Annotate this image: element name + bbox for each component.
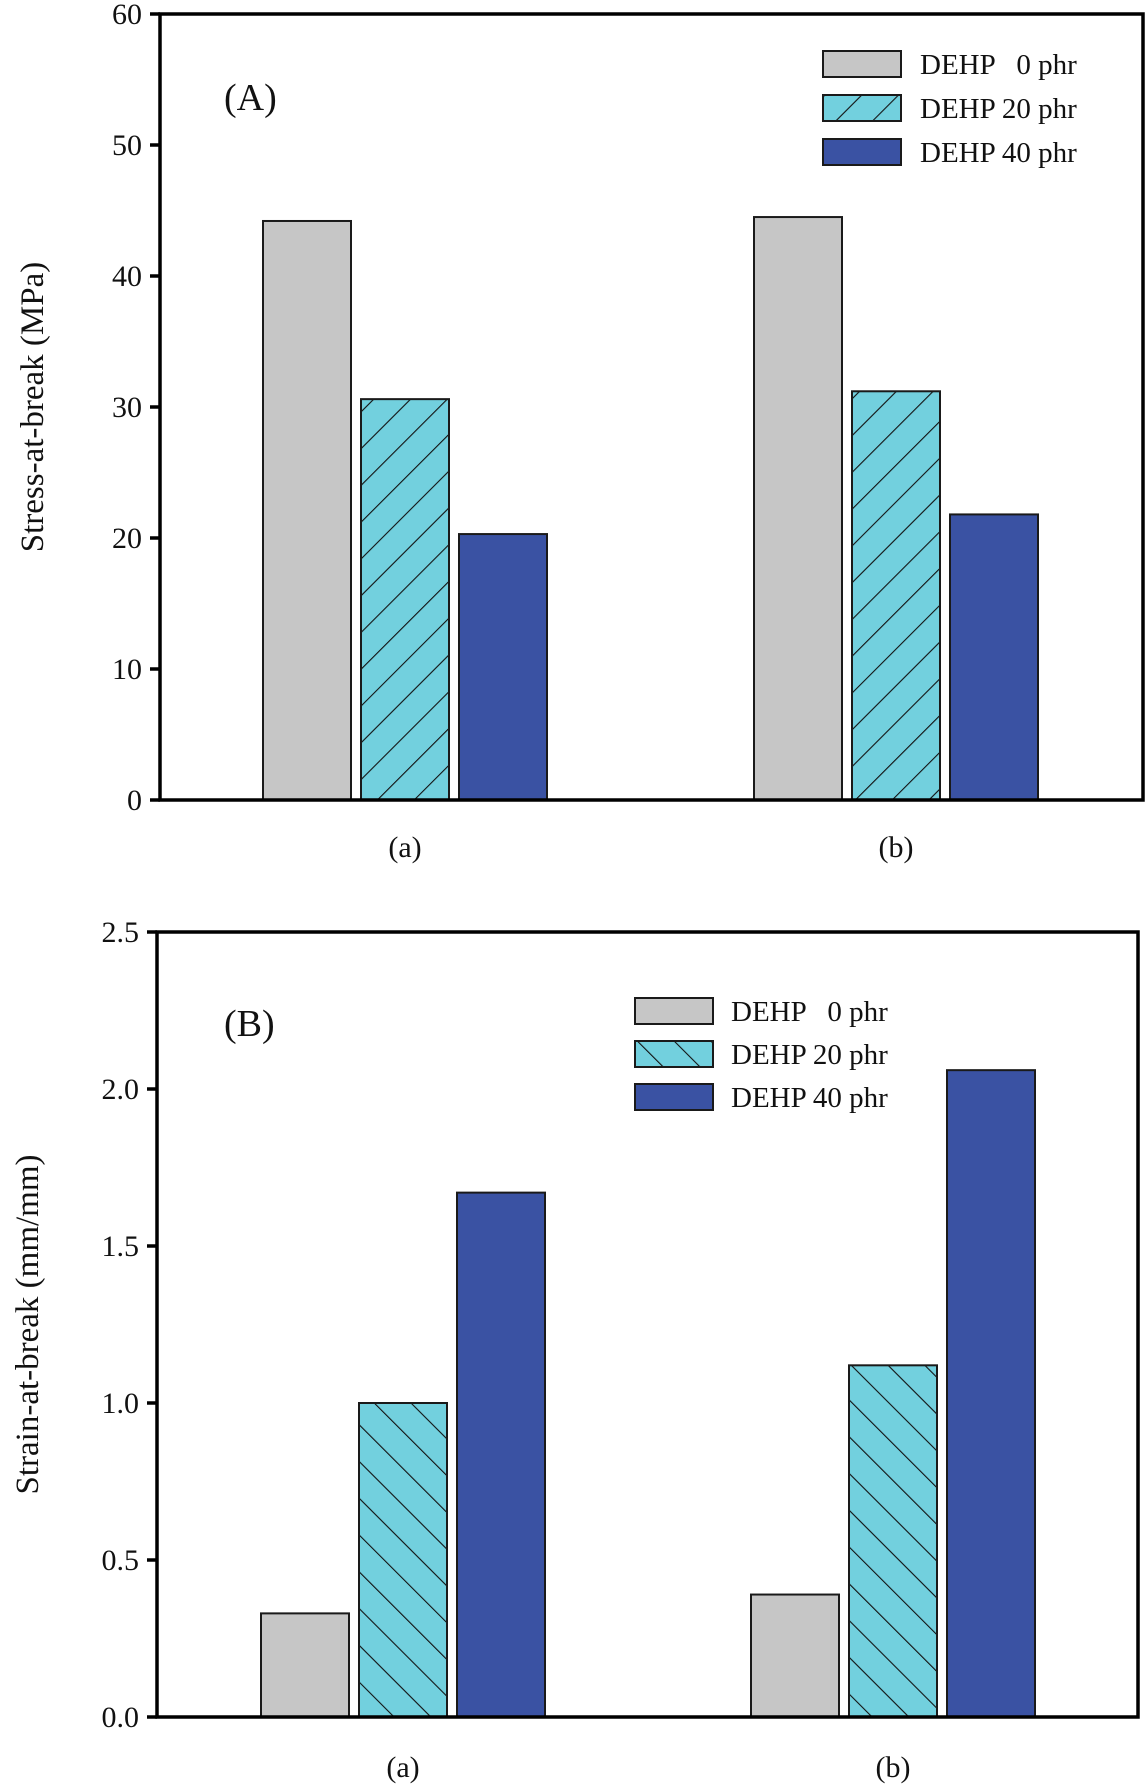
- x-tick-label: (a): [388, 831, 421, 864]
- legend-label: DEHP 20 phr: [731, 1039, 888, 1071]
- legend: DEHP 0 phr DEHP 20 phr DEHP 40 phr: [822, 49, 1077, 169]
- y-tick-label: 2.5: [102, 916, 140, 949]
- panel-label: (A): [224, 77, 277, 119]
- bar-b-series-1: [848, 1364, 938, 1718]
- bars: [260, 1069, 1036, 1719]
- legend-label: DEHP 0 phr: [920, 49, 1077, 81]
- y-tick-label: 60: [112, 0, 142, 31]
- legend: DEHP 0 phr DEHP 20 phr DEHP 40 phr: [634, 996, 888, 1114]
- x-tick-label: (b): [876, 1751, 911, 1784]
- y-axis-title: Strain-at-break (mm/mm): [10, 1155, 46, 1495]
- legend-label: DEHP 0 phr: [731, 996, 888, 1028]
- y-ticks: 0.0 0.5 1.0 1.5 2.0 2.5: [102, 916, 157, 1734]
- bar-b-series-2: [946, 1069, 1036, 1719]
- y-tick-label: 0.0: [102, 1701, 140, 1734]
- y-tick-label: 30: [112, 391, 142, 424]
- plot-frame: [155, 930, 1140, 1719]
- bar-b-series-0: [750, 1593, 840, 1719]
- y-axis-title: Stress-at-break (MPa): [15, 262, 51, 553]
- panel-label: (B): [224, 1003, 275, 1045]
- x-tick-label: (b): [879, 831, 914, 864]
- legend-swatch: [822, 50, 902, 78]
- y-tick-label: 2.0: [102, 1073, 140, 1106]
- bar-a-series-1: [360, 398, 450, 801]
- bars: [262, 216, 1039, 802]
- y-tick-label: 1.5: [102, 1230, 140, 1263]
- bar-a-series-2: [456, 1191, 546, 1718]
- y-tick-label: 1.0: [102, 1387, 140, 1420]
- y-tick-label: 10: [112, 653, 142, 686]
- bar-b-series-0: [753, 216, 843, 802]
- bar-a-series-1: [358, 1402, 448, 1718]
- y-tick-label: 20: [112, 522, 142, 555]
- y-ticks: 0 10 20 30 40 50 60: [112, 0, 160, 817]
- bar-a-series-0: [260, 1612, 350, 1719]
- bar-a-series-2: [458, 533, 548, 801]
- legend-swatch: [634, 1040, 714, 1068]
- legend-swatch: [822, 94, 902, 122]
- bar-b-series-2: [949, 513, 1039, 801]
- legend-label: DEHP 40 phr: [731, 1082, 888, 1114]
- x-tick-label: (a): [386, 1751, 419, 1784]
- legend-swatch: [822, 138, 902, 166]
- bar-a-series-0: [262, 219, 352, 802]
- y-tick-label: 40: [112, 260, 142, 293]
- y-tick-label: 50: [112, 129, 142, 162]
- legend-label: DEHP 20 phr: [920, 93, 1077, 125]
- strain-chart: 0.0 0.5 1.0 1.5 2.0 2.5 (a) (b) (B) Strain-at-…: [10, 916, 1140, 1784]
- x-tick-labels: (a) (b): [386, 1751, 910, 1784]
- plot-border: [155, 930, 1140, 1719]
- y-tick-label: 0.5: [102, 1544, 140, 1577]
- x-tick-labels: (a) (b): [388, 831, 913, 864]
- legend-swatch: [634, 997, 714, 1025]
- stress-chart: 0 10 20 30 40 50 60 (a) (b) (A) Stress-at-break…: [15, 0, 1145, 864]
- legend-label: DEHP 40 phr: [920, 137, 1077, 169]
- bar-b-series-1: [851, 390, 941, 801]
- y-tick-label: 0: [127, 784, 142, 817]
- legend-swatch: [634, 1083, 714, 1111]
